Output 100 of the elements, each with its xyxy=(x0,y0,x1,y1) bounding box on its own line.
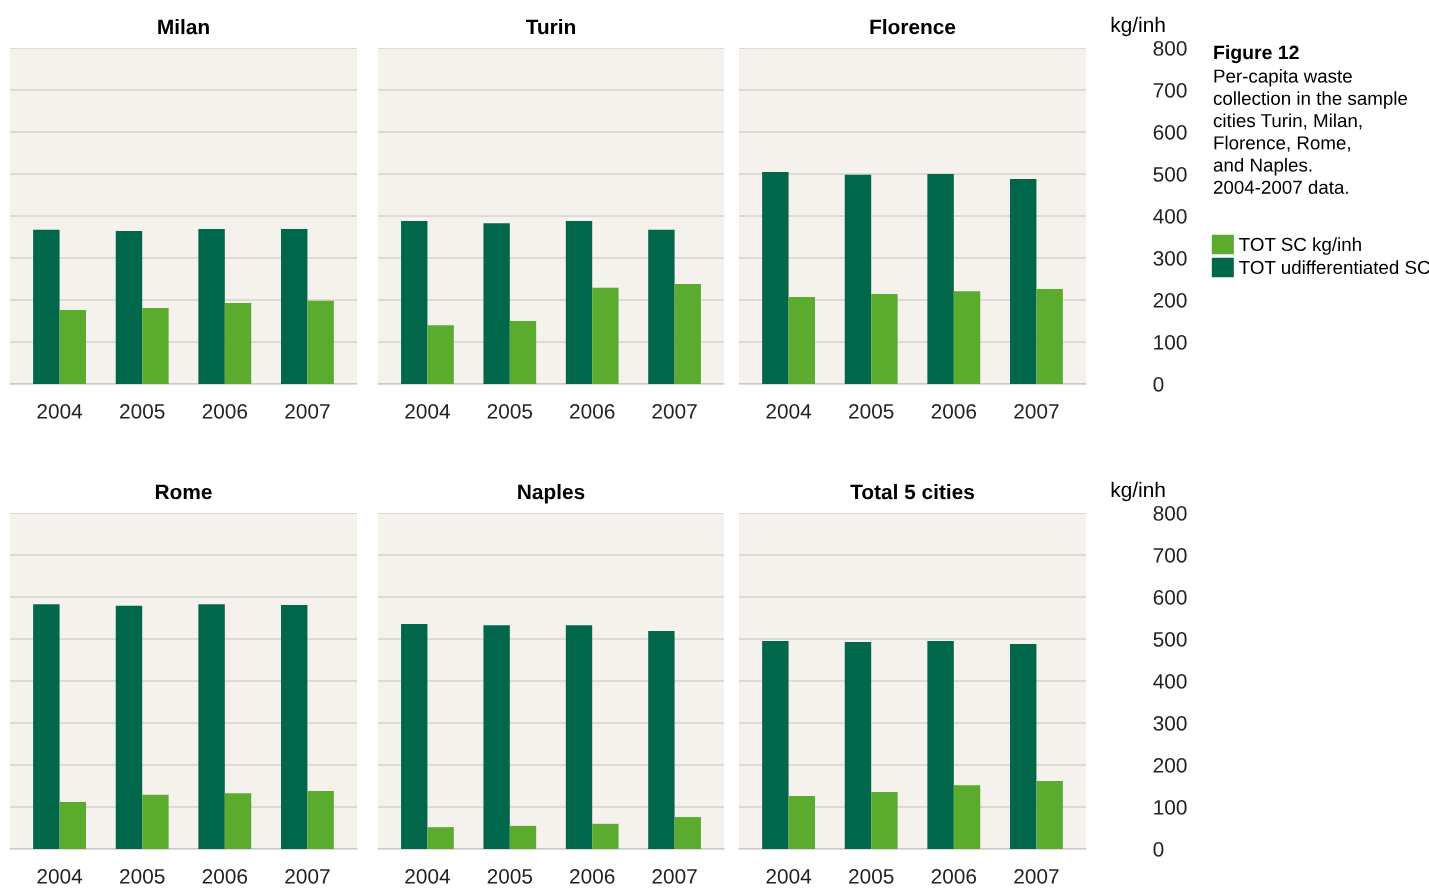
x-tick-label: 2007 xyxy=(1014,868,1059,884)
bar xyxy=(674,284,701,384)
x-tick-label: 2004 xyxy=(37,868,83,884)
bar xyxy=(565,625,593,849)
bar xyxy=(483,625,510,849)
bar xyxy=(844,174,872,384)
bar xyxy=(648,631,675,849)
chart-title: Milan xyxy=(158,19,209,35)
x-tick-label: 2007 xyxy=(1014,403,1059,419)
x-tick-label: 2005 xyxy=(120,868,165,884)
y-tick-label: 0 xyxy=(1153,842,1164,857)
bar xyxy=(427,827,454,849)
x-tick-label: 2004 xyxy=(766,403,812,419)
x-tick-label: 2005 xyxy=(487,403,533,419)
bar xyxy=(953,785,981,849)
x-tick-label: 2005 xyxy=(487,868,533,884)
bar xyxy=(871,791,898,849)
x-tick-label: 2006 xyxy=(931,868,977,884)
bar xyxy=(762,171,789,384)
chart-title: Total 5 cities xyxy=(850,484,974,500)
x-tick-label: 2005 xyxy=(120,403,165,419)
bar xyxy=(33,604,60,849)
y-tick-label: 600 xyxy=(1153,125,1187,140)
bar xyxy=(307,791,334,849)
bar xyxy=(1036,289,1063,384)
bar xyxy=(674,817,701,849)
x-tick-label: 2007 xyxy=(652,403,697,419)
y-axis-title: kg/inh xyxy=(1111,16,1165,37)
x-tick-label: 2006 xyxy=(931,403,977,419)
y-tick-label: 100 xyxy=(1154,800,1187,815)
y-tick-label: 400 xyxy=(1153,209,1187,224)
x-tick-label: 2007 xyxy=(285,868,330,884)
bar xyxy=(59,310,87,384)
x-tick-label: 2004 xyxy=(766,868,812,884)
bar xyxy=(762,641,789,849)
bar xyxy=(307,300,334,384)
bar xyxy=(871,294,898,384)
y-axis-title: kg/inh xyxy=(1111,481,1165,502)
x-tick-label: 2006 xyxy=(202,403,248,419)
x-tick-label: 2007 xyxy=(285,403,330,419)
bar xyxy=(509,321,537,384)
bar xyxy=(33,229,60,384)
bar xyxy=(1009,644,1037,849)
bar xyxy=(115,231,143,384)
y-tick-label: 200 xyxy=(1153,293,1187,308)
bar xyxy=(844,641,872,849)
bar xyxy=(483,223,510,384)
legend-label: TOT SC kg/inh xyxy=(1239,237,1361,255)
x-tick-label: 2007 xyxy=(652,868,697,884)
bar xyxy=(927,174,954,384)
text: Per-capita waste collection in the sample cities Turin, Milan, Florence, Rome, and Naples. 2004-2007 data. xyxy=(1213,69,1408,194)
bar xyxy=(788,796,816,849)
bar xyxy=(953,291,981,384)
chart-title: Florence xyxy=(870,19,956,35)
bar xyxy=(224,302,252,384)
bar xyxy=(1036,780,1063,849)
bar xyxy=(592,287,619,384)
y-tick-label: 300 xyxy=(1153,251,1187,266)
x-tick-label: 2005 xyxy=(849,403,894,419)
y-tick-label: 800 xyxy=(1153,41,1187,56)
bar xyxy=(198,229,225,384)
x-tick-label: 2004 xyxy=(37,403,83,419)
x-tick-label: 2004 xyxy=(405,868,450,884)
y-tick-label: 500 xyxy=(1153,632,1187,647)
chart-title: Turin xyxy=(525,19,575,35)
x-tick-label: 2006 xyxy=(570,403,615,419)
y-tick-label: 600 xyxy=(1153,590,1187,605)
y-tick-label: 200 xyxy=(1153,758,1187,773)
x-tick-label: 2005 xyxy=(849,868,894,884)
y-tick-label: 800 xyxy=(1153,506,1187,521)
y-tick-label: 500 xyxy=(1153,167,1187,182)
bar xyxy=(509,825,537,849)
bar xyxy=(224,793,252,849)
bar xyxy=(198,604,225,849)
bar xyxy=(927,641,954,849)
y-tick-label: 300 xyxy=(1153,716,1187,731)
y-tick-label: 400 xyxy=(1153,674,1187,689)
chart-title: Rome xyxy=(155,484,212,500)
bar xyxy=(142,794,169,849)
x-tick-label: 2006 xyxy=(202,868,248,884)
y-tick-label: 0 xyxy=(1153,377,1164,392)
bar xyxy=(59,801,87,849)
bar xyxy=(648,229,675,384)
bar xyxy=(142,307,169,384)
bar xyxy=(565,221,593,384)
bar xyxy=(115,605,143,849)
y-tick-label: 700 xyxy=(1153,83,1187,98)
chart-title: Naples xyxy=(518,484,585,504)
y-tick-label: 700 xyxy=(1153,548,1187,563)
bar xyxy=(592,823,619,849)
bar xyxy=(1009,179,1037,384)
bar xyxy=(280,604,308,849)
legend-label: TOT udifferentiated SC xyxy=(1239,260,1429,275)
bar xyxy=(401,623,428,849)
x-tick-label: 2004 xyxy=(405,403,450,419)
y-tick-label: 100 xyxy=(1154,335,1187,350)
x-tick-label: 2006 xyxy=(570,868,615,884)
bar xyxy=(401,221,428,384)
bar xyxy=(280,229,308,384)
caption: Figure 12 xyxy=(1214,45,1299,64)
